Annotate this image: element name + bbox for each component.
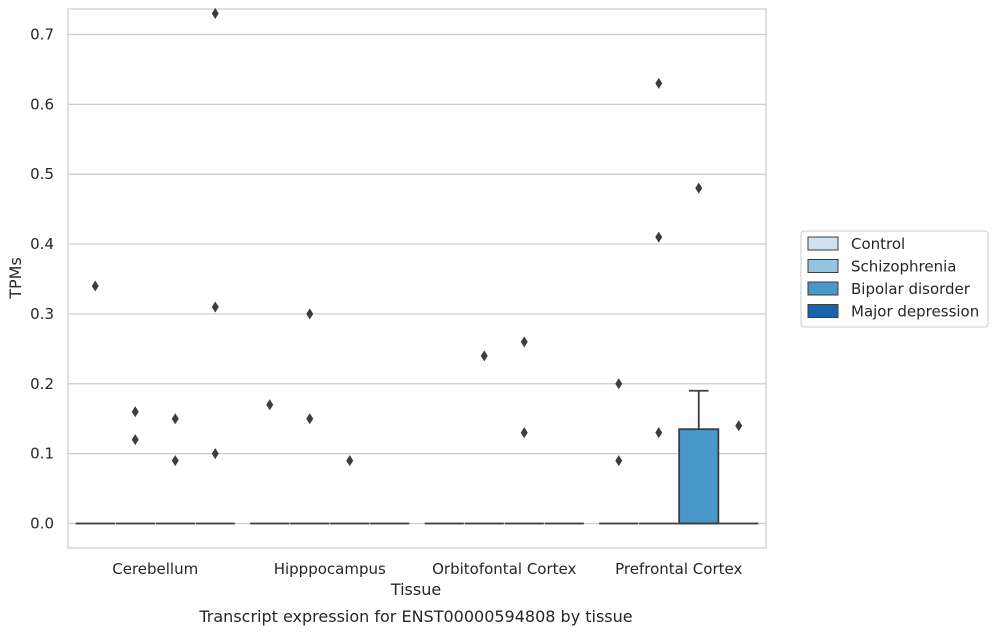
- outlier-point: [695, 182, 703, 194]
- legend: Control Schizophrenia Bipolar disorder Majo…: [800, 230, 989, 328]
- outlier-point: [171, 413, 179, 425]
- y-tick-label: 0.0: [30, 515, 54, 533]
- outlier-point: [480, 350, 488, 362]
- outlier-point: [655, 427, 663, 439]
- x-axis-label: Tissue: [390, 580, 441, 599]
- outlier-points: [91, 8, 743, 467]
- outlier-point: [520, 336, 528, 348]
- legend-label: Major depression: [851, 303, 979, 321]
- outlier-point: [171, 455, 179, 467]
- y-tick-label: 0.4: [30, 235, 54, 253]
- outlier-point: [131, 434, 139, 446]
- outlier-point: [131, 406, 139, 418]
- outlier-point: [520, 427, 528, 439]
- chart-caption: Transcript expression for ENST0000059480…: [198, 607, 632, 626]
- outlier-point: [211, 448, 219, 460]
- box-series: [75, 389, 759, 525]
- y-tick-label: 0.5: [30, 165, 54, 183]
- outlier-point: [615, 378, 623, 390]
- x-tick-label: Cerebellum: [112, 560, 198, 578]
- box-body: [678, 428, 720, 525]
- y-axis-label: TPMs: [6, 257, 25, 300]
- y-tick-label: 0.2: [30, 375, 54, 393]
- x-tick-label: Orbitofontal Cortex: [432, 560, 576, 578]
- outlier-point: [91, 280, 99, 292]
- outlier-point: [735, 420, 743, 432]
- outlier-point: [266, 399, 274, 411]
- outlier-point: [615, 455, 623, 467]
- x-tick-label: Prefrontal Cortex: [615, 560, 742, 578]
- outlier-point: [346, 455, 354, 467]
- y-tick-label: 0.7: [30, 26, 54, 44]
- legend-label: Schizophrenia: [851, 258, 956, 276]
- outlier-point: [306, 413, 314, 425]
- legend-frame: [800, 230, 989, 328]
- y-tick-label: 0.6: [30, 95, 54, 113]
- outlier-point: [211, 8, 219, 20]
- gridlines: [68, 33, 766, 525]
- legend-swatch: [807, 236, 839, 251]
- legend-label: Control: [851, 235, 905, 253]
- legend-swatch: [807, 281, 839, 296]
- box-bipolar-disorder: [678, 389, 720, 525]
- outlier-point: [655, 231, 663, 243]
- plot-area-frame: [67, 8, 767, 549]
- y-tick-label: 0.1: [30, 445, 54, 463]
- outlier-point: [211, 301, 219, 313]
- y-axis-ticks: 0.0 0.1 0.2 0.3 0.4 0.5 0.6 0.7: [30, 26, 54, 533]
- y-tick-label: 0.3: [30, 305, 54, 323]
- legend-swatch: [807, 259, 839, 273]
- legend-label: Bipolar disorder: [851, 280, 971, 298]
- legend-swatch: [807, 304, 839, 318]
- outlier-point: [655, 77, 663, 89]
- x-tick-label: Hipppocampus: [274, 560, 386, 578]
- outlier-point: [306, 308, 314, 320]
- x-axis-ticks: Cerebellum Hipppocampus Orbitofontal Corte…: [112, 560, 742, 578]
